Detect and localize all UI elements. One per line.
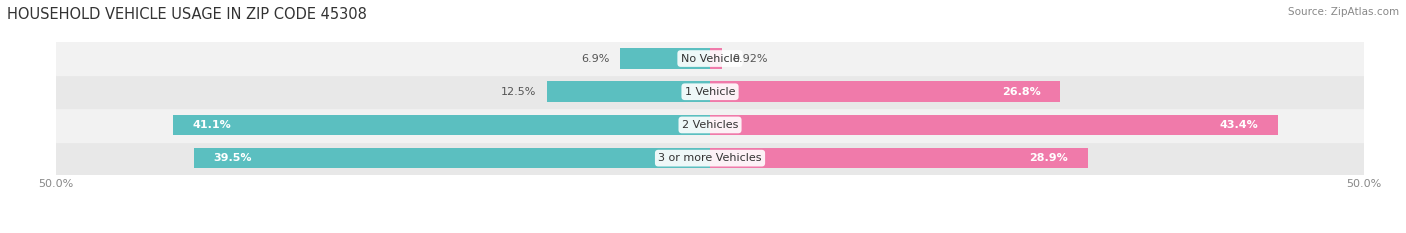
Text: HOUSEHOLD VEHICLE USAGE IN ZIP CODE 45308: HOUSEHOLD VEHICLE USAGE IN ZIP CODE 4530… (7, 7, 367, 22)
Text: 28.9%: 28.9% (1029, 153, 1069, 163)
Legend: Owner-occupied, Renter-occupied: Owner-occupied, Renter-occupied (591, 232, 830, 233)
Text: Source: ZipAtlas.com: Source: ZipAtlas.com (1288, 7, 1399, 17)
Bar (56, 42, 1364, 75)
Text: 0.92%: 0.92% (733, 54, 768, 64)
Bar (56, 108, 1364, 142)
Text: No Vehicle: No Vehicle (681, 54, 740, 64)
Text: 3 or more Vehicles: 3 or more Vehicles (658, 153, 762, 163)
Text: 39.5%: 39.5% (214, 153, 252, 163)
Text: 2 Vehicles: 2 Vehicles (682, 120, 738, 130)
Bar (710, 48, 723, 69)
Bar (710, 115, 1278, 135)
Bar (56, 142, 1364, 175)
Text: 6.9%: 6.9% (581, 54, 609, 64)
Bar (194, 148, 710, 168)
Bar (710, 148, 1088, 168)
Text: 12.5%: 12.5% (501, 87, 536, 97)
Text: 41.1%: 41.1% (193, 120, 231, 130)
Text: 43.4%: 43.4% (1219, 120, 1258, 130)
Bar (547, 82, 710, 102)
Bar (56, 75, 1364, 108)
Text: 1 Vehicle: 1 Vehicle (685, 87, 735, 97)
Text: 26.8%: 26.8% (1002, 87, 1040, 97)
Bar (173, 115, 710, 135)
Bar (620, 48, 710, 69)
Bar (710, 82, 1060, 102)
